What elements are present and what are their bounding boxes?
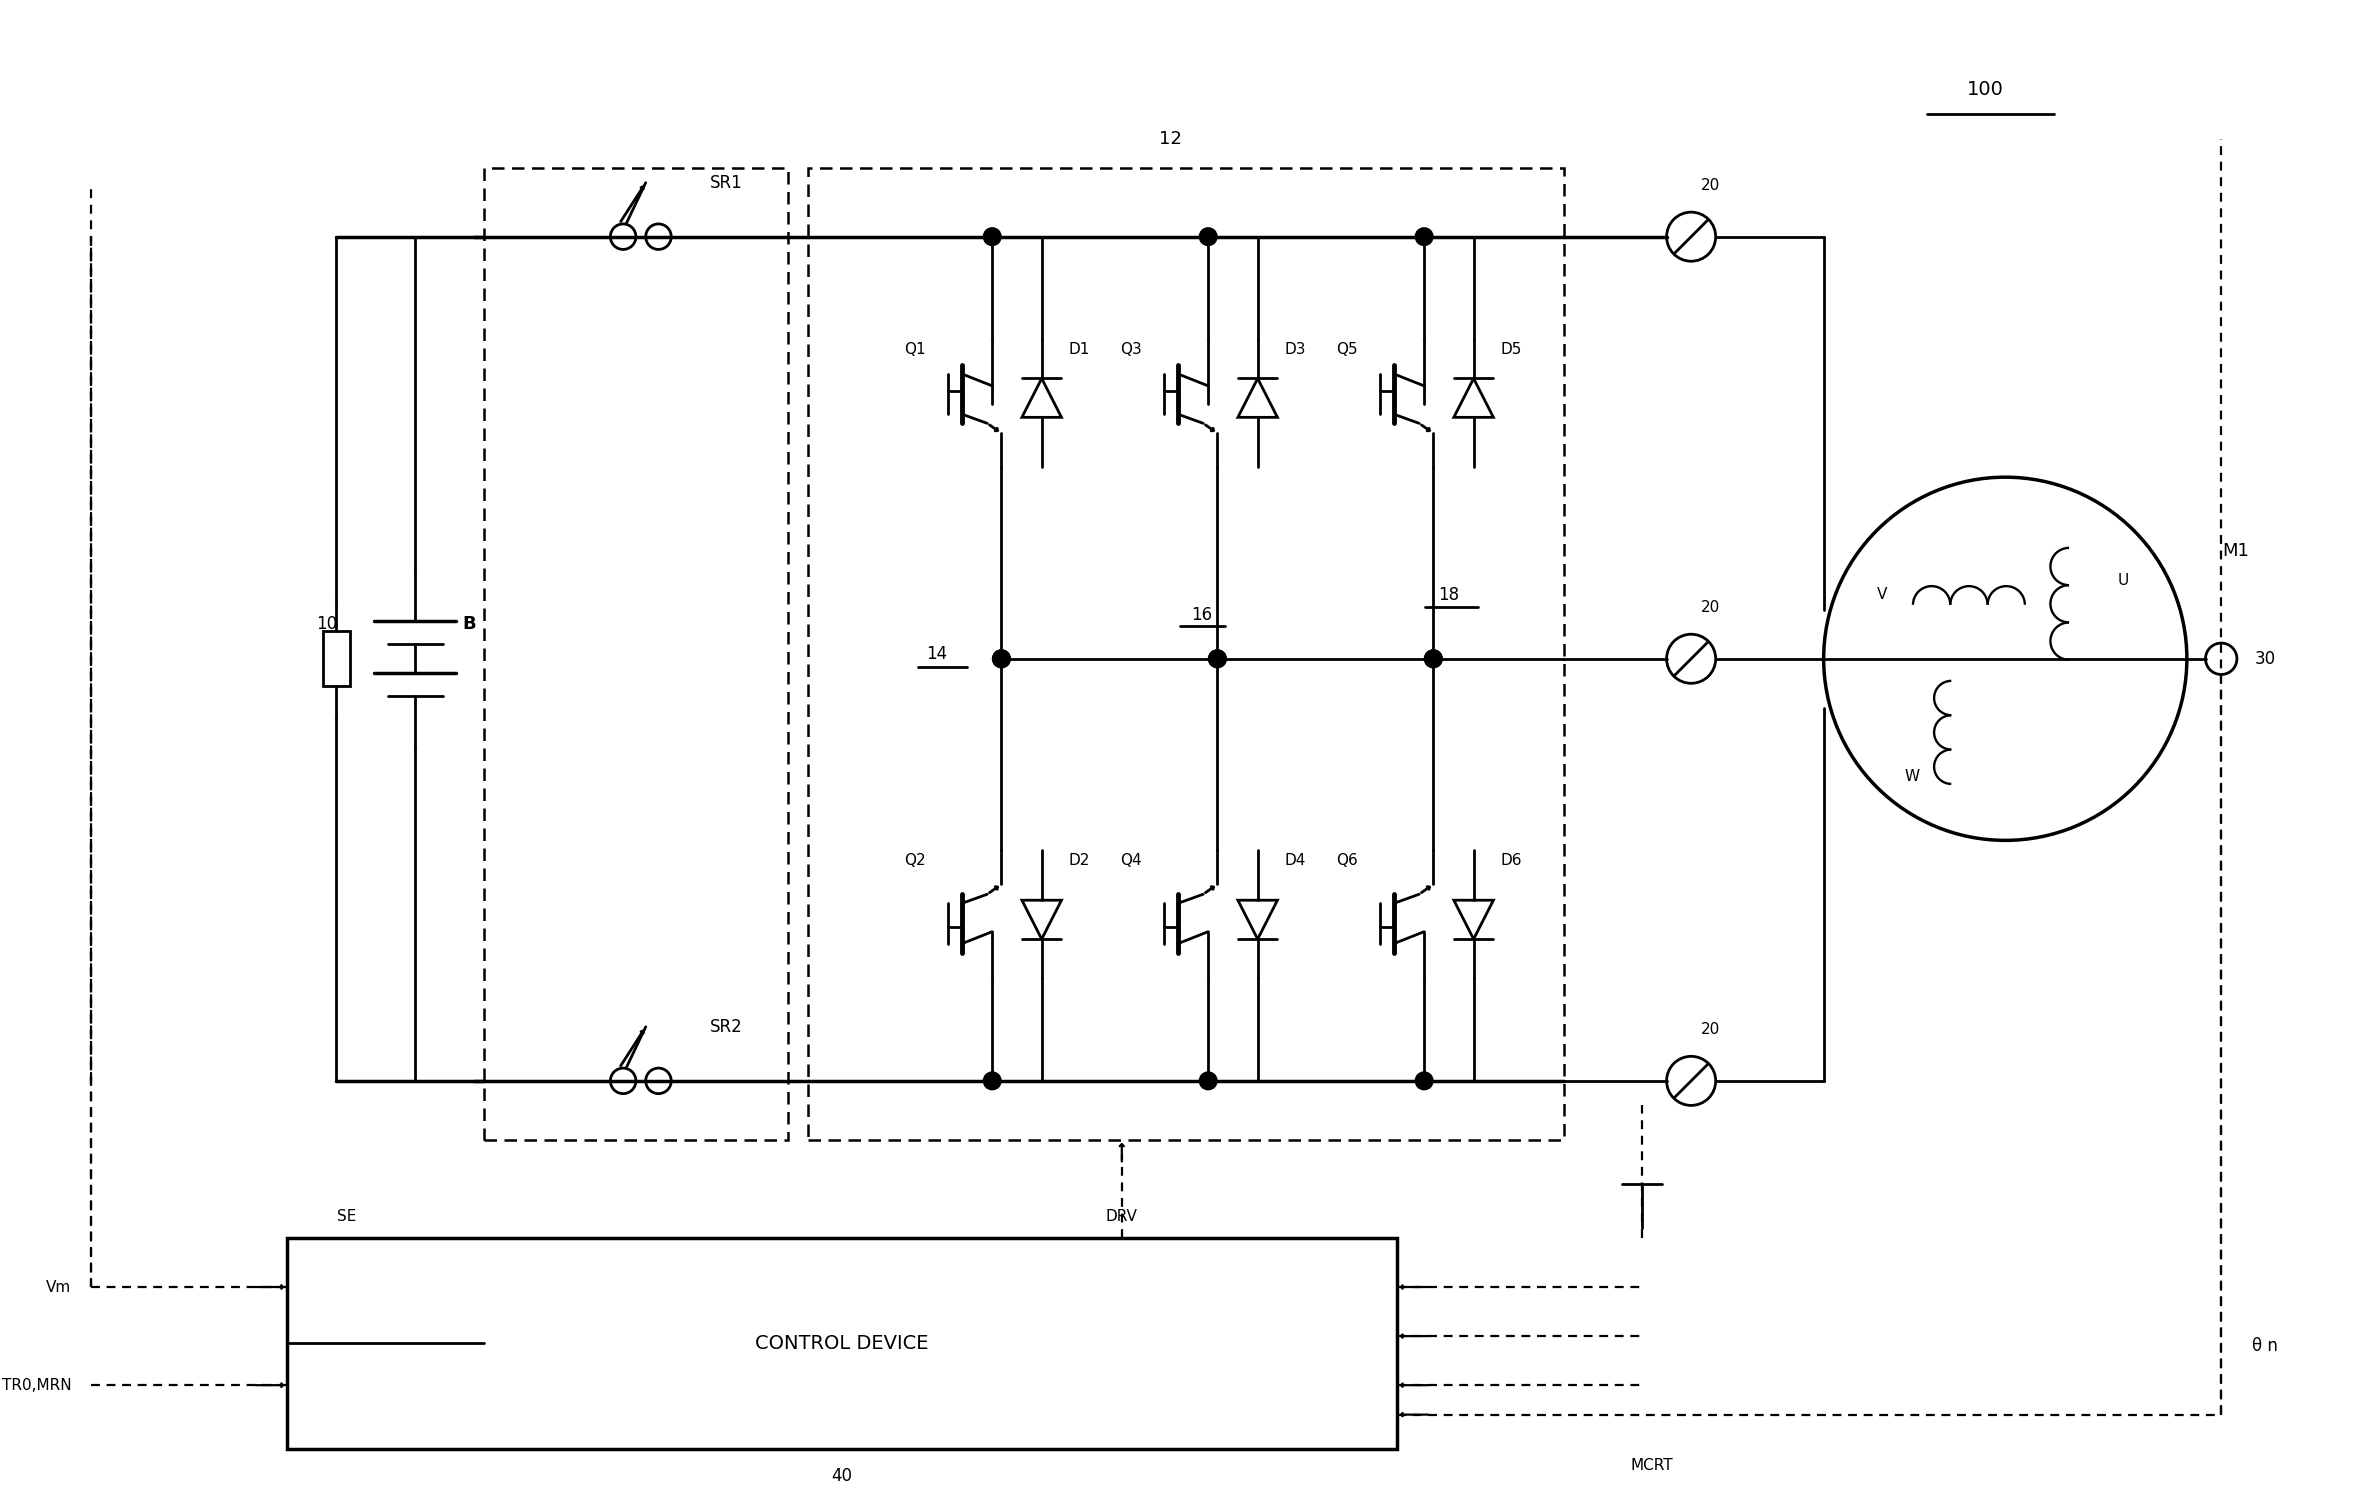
Text: U: U bbox=[2116, 573, 2128, 588]
Circle shape bbox=[1415, 228, 1434, 246]
Text: Q5: Q5 bbox=[1337, 342, 1358, 357]
Text: Q2: Q2 bbox=[905, 853, 926, 868]
FancyBboxPatch shape bbox=[288, 1237, 1396, 1450]
Text: 10: 10 bbox=[317, 615, 338, 633]
Text: Q1: Q1 bbox=[905, 342, 926, 357]
Text: CONTROL DEVICE: CONTROL DEVICE bbox=[756, 1334, 928, 1353]
Text: Q4: Q4 bbox=[1120, 853, 1141, 868]
Text: D5: D5 bbox=[1500, 342, 1521, 357]
Text: D3: D3 bbox=[1285, 342, 1306, 357]
Text: D6: D6 bbox=[1500, 853, 1521, 868]
Text: 14: 14 bbox=[926, 645, 947, 663]
Text: TR0,MRN: TR0,MRN bbox=[2, 1377, 71, 1392]
Circle shape bbox=[992, 650, 1011, 668]
Text: 20: 20 bbox=[1701, 600, 1720, 615]
Text: 40: 40 bbox=[831, 1468, 853, 1486]
Circle shape bbox=[1424, 650, 1443, 668]
Text: D1: D1 bbox=[1068, 342, 1089, 357]
Circle shape bbox=[992, 650, 1011, 668]
Circle shape bbox=[1200, 228, 1216, 246]
Text: 18: 18 bbox=[1438, 586, 1460, 604]
Text: SR1: SR1 bbox=[709, 173, 742, 191]
Text: 30: 30 bbox=[2256, 650, 2277, 668]
Text: SE: SE bbox=[338, 1209, 357, 1224]
Circle shape bbox=[983, 228, 1001, 246]
Text: θ n: θ n bbox=[2253, 1337, 2279, 1355]
Text: Q6: Q6 bbox=[1337, 853, 1358, 868]
Text: D4: D4 bbox=[1285, 853, 1306, 868]
Text: SR2: SR2 bbox=[709, 1017, 742, 1035]
Text: W: W bbox=[1904, 769, 1920, 784]
FancyBboxPatch shape bbox=[324, 631, 350, 686]
Text: 20: 20 bbox=[1701, 1022, 1720, 1037]
Circle shape bbox=[1200, 1071, 1216, 1090]
Circle shape bbox=[1415, 1071, 1434, 1090]
Text: Q3: Q3 bbox=[1120, 342, 1141, 357]
Text: 16: 16 bbox=[1190, 606, 1212, 624]
Text: B: B bbox=[463, 615, 475, 633]
Text: Vm: Vm bbox=[47, 1279, 71, 1295]
Circle shape bbox=[1209, 650, 1226, 668]
Text: 12: 12 bbox=[1160, 130, 1183, 148]
Text: 20: 20 bbox=[1701, 178, 1720, 193]
Circle shape bbox=[1209, 650, 1226, 668]
Text: D2: D2 bbox=[1068, 853, 1089, 868]
Text: DRV: DRV bbox=[1105, 1209, 1138, 1224]
Text: V: V bbox=[1878, 588, 1887, 603]
Text: 100: 100 bbox=[1968, 80, 2003, 99]
Text: MCRT: MCRT bbox=[1630, 1459, 1672, 1474]
Text: M1: M1 bbox=[2223, 543, 2249, 559]
Circle shape bbox=[983, 1071, 1001, 1090]
Circle shape bbox=[1424, 650, 1443, 668]
